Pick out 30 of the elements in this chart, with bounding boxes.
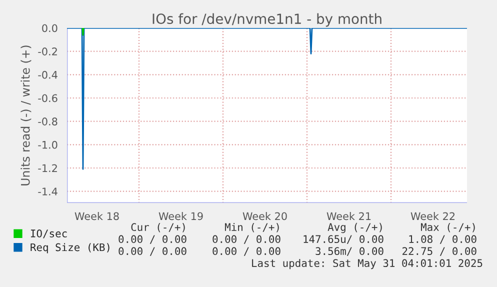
x-tick-label: Week 18	[74, 212, 119, 220]
text: Max (-/+)	[420, 223, 475, 232]
text: 0.00 / 0.00	[212, 247, 280, 256]
x-tick-label: Week 19	[158, 212, 203, 220]
x-tick-label: Week 20	[242, 212, 287, 220]
text: 3.56m/ 0.00	[316, 247, 384, 256]
text: 0.00 / 0.00	[118, 235, 186, 244]
text: 0.00 / 0.00	[212, 235, 280, 244]
chart-title: IOs for /dev/nvme1n1 - by month	[152, 13, 382, 27]
legend-label: Req Size (KB)	[30, 243, 110, 254]
text: 1.08 / 0.00	[409, 235, 476, 244]
text: Min (-/+)	[224, 222, 279, 232]
y-tick-label: -1.0	[38, 140, 58, 149]
text: 0.00 / 0.00	[118, 247, 186, 256]
y-axis-title: Units read (-) / write (+)	[20, 46, 32, 186]
text: Last update: Sat May 31 04:01:01 2025	[252, 258, 482, 270]
text: 22.75 / 0.00	[402, 247, 476, 256]
y-tick-label: -0.6	[38, 94, 58, 102]
y-tick-label: -1.4	[38, 188, 58, 196]
text: Cur (-/+)	[131, 223, 185, 232]
y-tick-label: -1.2	[38, 164, 57, 172]
x-tick-label: Week 21	[326, 212, 371, 220]
text: Avg (-/+)	[328, 222, 382, 234]
y-tick-label: -0.4	[38, 70, 58, 79]
legend-label: IO/sec	[30, 230, 67, 238]
x-tick-label: Week 22	[410, 212, 455, 220]
y-tick-label: 0.0	[42, 24, 58, 32]
y-tick-label: -0.8	[38, 118, 58, 126]
text: 147.65u/ 0.00	[304, 235, 384, 244]
y-tick-label: -0.2	[38, 48, 57, 56]
